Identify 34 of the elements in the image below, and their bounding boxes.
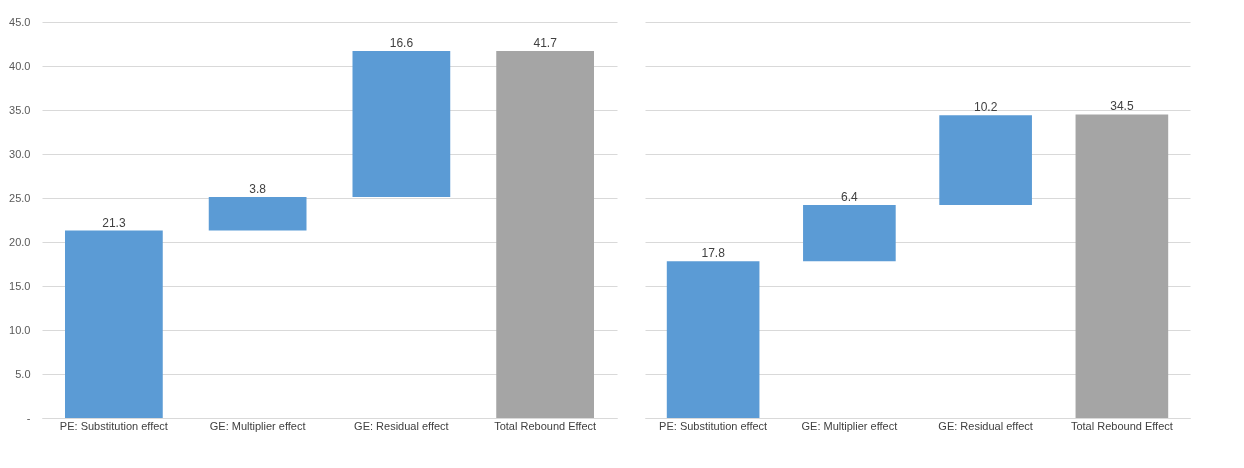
x-tick-label: GE: Multiplier effect — [801, 419, 898, 432]
y-tick-label: 35.0 — [9, 103, 31, 116]
y-tick-label: 20.0 — [9, 235, 31, 248]
y-tick-label: 45.0 — [9, 15, 31, 28]
data-label: 34.5 — [1110, 99, 1134, 114]
x-tick-label: Total Rebound Effect — [1070, 419, 1173, 432]
y-tick-label: 40.0 — [9, 59, 31, 72]
bar — [496, 51, 594, 418]
bar — [803, 205, 896, 262]
y-tick-label: 10.0 — [9, 323, 31, 336]
y-tick-label: - — [26, 411, 31, 424]
x-tick-label: PE: Substitution effect — [659, 419, 768, 432]
y-tick-label: 15.0 — [9, 279, 31, 292]
data-label: 16.6 — [389, 36, 414, 51]
data-label: 41.7 — [533, 36, 558, 51]
data-label: 3.8 — [249, 182, 267, 197]
y-tick-label: 5.0 — [15, 367, 31, 380]
data-label: 10.2 — [973, 100, 998, 115]
x-tick-label: GE: Multiplier effect — [209, 419, 306, 432]
x-tick-label: GE: Residual effect — [938, 419, 1033, 432]
bar — [666, 261, 760, 418]
bar — [1075, 114, 1169, 418]
bar — [352, 51, 451, 198]
x-tick-label: PE: Substitution effect — [59, 419, 168, 432]
x-tick-label: GE: Residual effect — [354, 419, 449, 432]
bar — [65, 230, 163, 418]
bar — [208, 197, 307, 231]
y-tick-label: 25.0 — [9, 191, 31, 204]
data-label: 6.4 — [841, 190, 859, 205]
y-tick-label: 30.0 — [9, 147, 31, 160]
x-tick-label: Total Rebound Effect — [494, 419, 597, 432]
data-label: 17.8 — [701, 246, 726, 261]
bar — [939, 115, 1032, 206]
data-label: 21.3 — [102, 215, 126, 230]
